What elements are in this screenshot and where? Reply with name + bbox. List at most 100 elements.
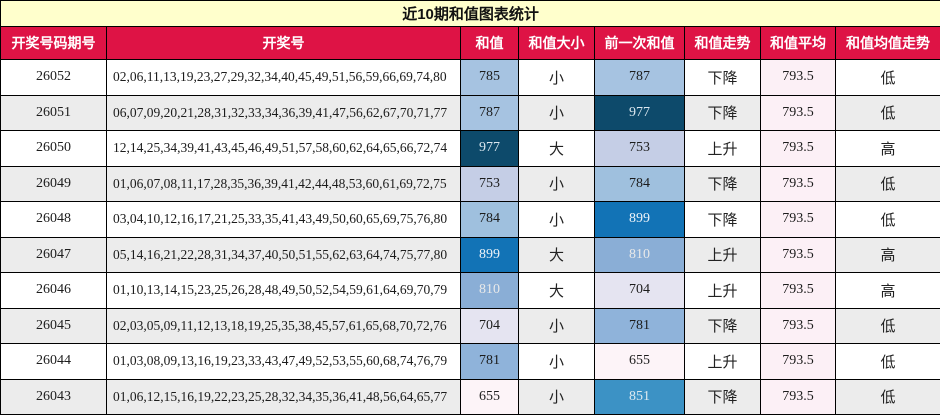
sum-cell: 753 [460,165,519,202]
avg-cell: 793.5 [760,130,836,167]
prev-sum-cell: 781 [594,307,685,344]
prev-sum-cell: 704 [594,272,685,309]
avg-trend-cell: 高 [834,272,940,309]
trend-cell: 下降 [684,378,761,415]
sum-cell: 785 [460,59,519,96]
trend-cell: 下降 [684,165,761,202]
col-header-sum-avg: 和值平均 [760,26,836,60]
avg-trend-cell: 高 [834,130,940,167]
avg-cell: 793.5 [760,343,836,380]
sum-cell: 810 [460,272,519,309]
size-cell: 小 [518,378,595,415]
prev-sum-cell: 977 [594,94,685,131]
table-row: 26047 05,14,16,21,22,28,31,34,37,40,50,5… [0,236,940,273]
numbers-cell: 03,04,10,12,16,17,21,25,33,35,41,43,49,5… [106,201,461,238]
size-cell: 大 [518,272,595,309]
prev-sum-cell: 784 [594,165,685,202]
table-row: 26043 01,06,12,15,16,19,22,23,25,28,32,3… [0,378,940,415]
period-cell: 26050 [0,130,107,167]
prev-sum-cell: 655 [594,343,685,380]
avg-cell: 793.5 [760,59,836,96]
sum-cell: 899 [460,236,519,273]
trend-cell: 下降 [684,201,761,238]
period-cell: 26047 [0,236,107,273]
avg-trend-cell: 低 [834,378,940,415]
page-title: 近10期和值图表统计 [0,0,940,27]
avg-trend-cell: 低 [834,59,940,96]
table-row: 26052 02,06,11,13,19,23,27,29,32,34,40,4… [0,59,940,96]
size-cell: 小 [518,165,595,202]
prev-sum-cell: 851 [594,378,685,415]
avg-trend-cell: 低 [834,307,940,344]
numbers-cell: 02,06,11,13,19,23,27,29,32,34,40,45,49,5… [106,59,461,96]
avg-cell: 793.5 [760,201,836,238]
table-row: 26045 02,03,05,09,11,12,13,18,19,25,35,3… [0,307,940,344]
period-cell: 26051 [0,94,107,131]
avg-trend-cell: 低 [834,201,940,238]
trend-cell: 上升 [684,343,761,380]
numbers-cell: 12,14,25,34,39,41,43,45,46,49,51,57,58,6… [106,130,461,167]
title-row: 近10期和值图表统计 [0,0,940,27]
col-header-numbers: 开奖号 [106,26,461,60]
avg-trend-cell: 低 [834,94,940,131]
prev-sum-cell: 899 [594,201,685,238]
avg-cell: 793.5 [760,236,836,273]
period-cell: 26049 [0,165,107,202]
table-row: 26044 01,03,08,09,13,16,19,23,33,43,47,4… [0,343,940,380]
trend-cell: 上升 [684,130,761,167]
sum-cell: 704 [460,307,519,344]
avg-cell: 793.5 [760,94,836,131]
sum-cell: 784 [460,201,519,238]
period-cell: 26048 [0,201,107,238]
avg-cell: 793.5 [760,165,836,202]
sum-cell: 781 [460,343,519,380]
trend-cell: 下降 [684,59,761,96]
col-header-sum: 和值 [460,26,519,60]
size-cell: 小 [518,59,595,96]
numbers-cell: 02,03,05,09,11,12,13,18,19,25,35,38,45,5… [106,307,461,344]
size-cell: 大 [518,236,595,273]
prev-sum-cell: 810 [594,236,685,273]
numbers-cell: 05,14,16,21,22,28,31,34,37,40,50,51,55,6… [106,236,461,273]
col-header-sum-size: 和值大小 [518,26,595,60]
numbers-cell: 01,06,07,08,11,17,28,35,36,39,41,42,44,4… [106,165,461,202]
numbers-cell: 01,03,08,09,13,16,19,23,33,43,47,49,52,5… [106,343,461,380]
trend-cell: 上升 [684,272,761,309]
table-row: 26050 12,14,25,34,39,41,43,45,46,49,51,5… [0,130,940,167]
prev-sum-cell: 753 [594,130,685,167]
size-cell: 小 [518,307,595,344]
avg-cell: 793.5 [760,272,836,309]
avg-trend-cell: 低 [834,343,940,380]
sum-cell: 787 [460,94,519,131]
period-cell: 26044 [0,343,107,380]
table-row: 26051 06,07,09,20,21,28,31,32,33,34,36,3… [0,94,940,131]
col-header-avg-trend: 和值均值走势 [834,26,940,60]
trend-cell: 下降 [684,94,761,131]
size-cell: 小 [518,201,595,238]
numbers-cell: 06,07,09,20,21,28,31,32,33,34,36,39,41,4… [106,94,461,131]
period-cell: 26045 [0,307,107,344]
period-cell: 26046 [0,272,107,309]
numbers-cell: 01,06,12,15,16,19,22,23,25,28,32,34,35,3… [106,378,461,415]
header-row: 开奖号码期号 开奖号 和值 和值大小 前一次和值 和值走势 和值平均 和值均值走… [0,26,940,60]
col-header-prev-sum: 前一次和值 [594,26,685,60]
table-row: 26048 03,04,10,12,16,17,21,25,33,35,41,4… [0,201,940,238]
size-cell: 小 [518,94,595,131]
size-cell: 大 [518,130,595,167]
sum-cell: 655 [460,378,519,415]
numbers-cell: 01,10,13,14,15,23,25,26,28,48,49,50,52,5… [106,272,461,309]
trend-cell: 上升 [684,236,761,273]
avg-trend-cell: 低 [834,165,940,202]
avg-cell: 793.5 [760,307,836,344]
table-row: 26049 01,06,07,08,11,17,28,35,36,39,41,4… [0,165,940,202]
col-header-period: 开奖号码期号 [0,26,107,60]
avg-cell: 793.5 [760,378,836,415]
period-cell: 26052 [0,59,107,96]
prev-sum-cell: 787 [594,59,685,96]
table-row: 26046 01,10,13,14,15,23,25,26,28,48,49,5… [0,272,940,309]
trend-cell: 下降 [684,307,761,344]
sum-cell: 977 [460,130,519,167]
avg-trend-cell: 高 [834,236,940,273]
col-header-sum-trend: 和值走势 [684,26,761,60]
